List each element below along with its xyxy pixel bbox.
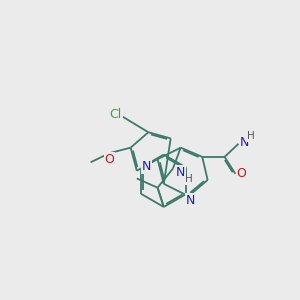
Text: N: N bbox=[142, 160, 151, 173]
Text: O: O bbox=[237, 167, 247, 180]
Text: Cl: Cl bbox=[109, 108, 122, 121]
Text: N: N bbox=[240, 136, 249, 149]
Text: H: H bbox=[184, 174, 192, 184]
Text: N: N bbox=[176, 166, 185, 179]
Text: O: O bbox=[104, 153, 114, 166]
Text: H: H bbox=[247, 131, 255, 141]
Text: N: N bbox=[185, 194, 195, 206]
